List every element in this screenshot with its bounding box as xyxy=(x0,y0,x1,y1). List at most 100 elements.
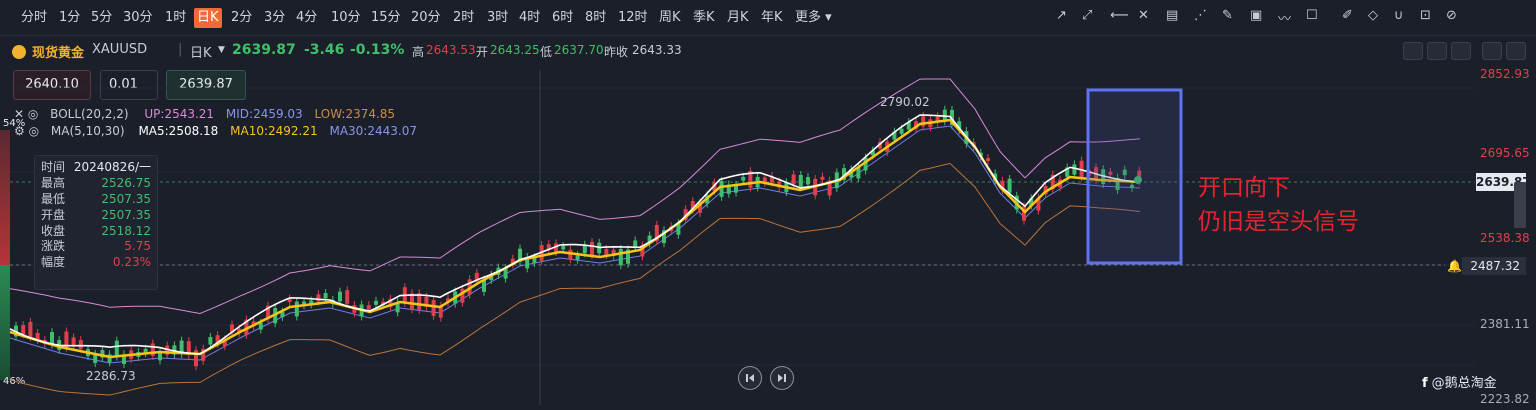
candle-type-icon[interactable] xyxy=(1451,42,1471,60)
info-value: 2526.75 xyxy=(101,175,151,190)
magnet-icon[interactable]: ◇ xyxy=(1368,8,1378,23)
timeframe-19[interactable]: 季K xyxy=(693,10,715,25)
candle-body xyxy=(770,176,774,183)
trend-line-icon[interactable]: ↗ xyxy=(1056,8,1067,23)
sell-price-box[interactable]: 2640.10 xyxy=(13,70,91,100)
highlight-box xyxy=(1086,88,1183,265)
candle-body xyxy=(222,339,227,347)
alert-price-tag[interactable]: 2487.32 xyxy=(1462,257,1526,275)
candle-body xyxy=(208,336,213,345)
timeframe-9[interactable]: 10分 xyxy=(331,10,361,25)
candle-body xyxy=(1101,169,1106,184)
chevron-down-icon[interactable]: ▼ xyxy=(218,45,225,55)
candle-body xyxy=(597,242,602,254)
candle-body xyxy=(856,167,861,179)
trash-icon[interactable]: ⊘ xyxy=(1446,8,1457,23)
timeframe-0[interactable]: 分时 xyxy=(21,10,48,25)
bell-icon[interactable]: 🔔 xyxy=(1447,259,1462,273)
candle-body xyxy=(546,244,551,250)
candle-body xyxy=(14,325,18,337)
candle-body xyxy=(489,274,494,281)
timeframe-21[interactable]: 年K xyxy=(761,10,783,25)
prev-close-label: 昨收 xyxy=(604,45,629,59)
buy-price-box[interactable]: 2639.87 xyxy=(166,70,246,100)
candle-body xyxy=(266,305,270,319)
horizontal-line-icon[interactable]: ⟵ xyxy=(1110,8,1129,23)
info-value: 2518.12 xyxy=(101,223,151,238)
axis-scroll-handle[interactable] xyxy=(1514,182,1526,228)
timeframe-1[interactable]: 1分 xyxy=(59,10,81,25)
timeframe-5[interactable]: 日K xyxy=(194,8,222,28)
ma-name[interactable]: MA(5,10,30) xyxy=(50,124,125,138)
segment-icon[interactable]: ✕ xyxy=(1138,8,1149,23)
symbol-code[interactable]: XAUUSD xyxy=(92,42,148,57)
scroll-end-button[interactable] xyxy=(770,366,794,390)
draw-icon[interactable] xyxy=(1427,42,1447,60)
price-change: -3.46 xyxy=(304,42,345,58)
timeframe-4[interactable]: 1时 xyxy=(165,10,187,25)
last-price: 2639.87 xyxy=(232,42,296,58)
eraser-icon[interactable]: ✐ xyxy=(1342,8,1353,23)
brush-icon[interactable]: ✎ xyxy=(1222,8,1233,23)
candle-body xyxy=(662,230,666,244)
facebook-icon: f xyxy=(1422,376,1428,391)
candle-body xyxy=(258,322,263,330)
candle-body xyxy=(914,121,918,129)
info-value: 5.75 xyxy=(124,239,151,254)
timeframe-10[interactable]: 15分 xyxy=(371,10,401,25)
gold-coin-icon xyxy=(12,45,26,59)
edit-icon[interactable]: ☐ xyxy=(1306,8,1318,23)
indicator-settings-icon[interactable] xyxy=(1403,42,1423,60)
timeframe-3[interactable]: 30分 xyxy=(123,10,153,25)
quantity-stepper[interactable]: 0.01 xyxy=(100,70,158,100)
candle-body xyxy=(93,353,98,364)
ohlc-info-panel: 时间 20240826/一 最高 2526.75 最低 2507.35 开盘 2507.35 收… xyxy=(34,155,158,290)
timeframe-22[interactable]: 更多 ▾ xyxy=(795,10,832,25)
timeframe-20[interactable]: 月K xyxy=(727,10,749,25)
info-value: 0.23% xyxy=(112,255,151,270)
candle-body xyxy=(474,272,479,282)
price-axis-label: 2538.38 xyxy=(1480,231,1530,245)
candle-body xyxy=(323,293,328,299)
wave-icon[interactable]: 〰 xyxy=(1278,12,1292,27)
timeframe-15[interactable]: 6时 xyxy=(552,10,574,25)
candle-body xyxy=(791,174,796,185)
boll-name[interactable]: BOLL(20,2,2) xyxy=(50,107,129,121)
timeframe-12[interactable]: 2时 xyxy=(453,10,475,25)
timeframe-14[interactable]: 4时 xyxy=(519,10,541,25)
timeframe-13[interactable]: 3时 xyxy=(487,10,509,25)
timeframe-6[interactable]: 2分 xyxy=(231,10,253,25)
price-axis-label: 2695.65 xyxy=(1480,146,1530,160)
candle-body xyxy=(28,321,33,338)
info-row: 收盘 2518.12 xyxy=(41,224,151,240)
eye-icon[interactable]: ⊡ xyxy=(1420,8,1431,23)
candle-body xyxy=(928,119,933,128)
ma30-value: MA30:2443.07 xyxy=(329,124,417,138)
candle-body xyxy=(345,290,350,304)
candle-body xyxy=(309,300,314,305)
collapse-icon[interactable] xyxy=(1482,42,1502,60)
fan-icon[interactable]: ⋰ xyxy=(1194,8,1207,23)
timeframe-11[interactable]: 20分 xyxy=(411,10,441,25)
timeframe-17[interactable]: 12时 xyxy=(618,10,648,25)
ma5-line xyxy=(9,114,1141,355)
timeframe-8[interactable]: 4分 xyxy=(296,10,318,25)
candle-body xyxy=(158,352,162,361)
period-selector[interactable]: 日K xyxy=(190,46,212,61)
candle-body xyxy=(806,177,810,185)
fib-icon[interactable]: ▤ xyxy=(1166,8,1179,23)
scroll-start-button[interactable] xyxy=(738,366,762,390)
candle-body xyxy=(993,173,998,182)
timeframe-18[interactable]: 周K xyxy=(659,10,681,25)
fullscreen-icon[interactable] xyxy=(1506,42,1526,60)
symbol-name[interactable]: 现货黄金 xyxy=(32,46,85,61)
timeframe-2[interactable]: 5分 xyxy=(91,10,113,25)
timeframe-7[interactable]: 3分 xyxy=(264,10,286,25)
info-key: 幅度 xyxy=(41,255,66,270)
timeframe-16[interactable]: 8时 xyxy=(585,10,607,25)
low-mark-label: 2286.73 xyxy=(86,369,136,383)
lock-icon[interactable]: ∪ xyxy=(1394,8,1404,23)
ray-icon[interactable]: ⤢ xyxy=(1082,8,1093,23)
candle-body xyxy=(734,184,738,193)
image-icon[interactable]: ▣ xyxy=(1250,8,1263,23)
